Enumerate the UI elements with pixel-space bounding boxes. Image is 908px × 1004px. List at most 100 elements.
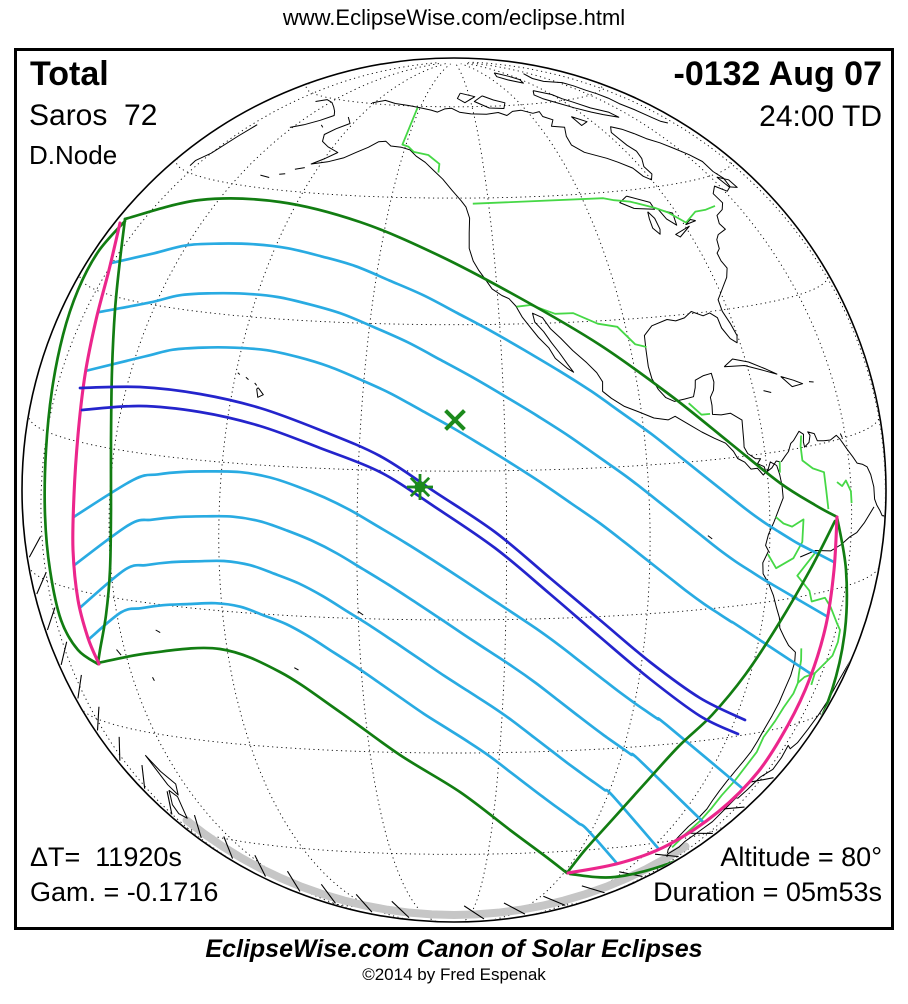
obscuration-contour-7 [87,601,619,865]
coastline-aleut2 [279,173,286,175]
coastline-trinidad [839,433,843,438]
border-line-2 [516,304,647,348]
graticule-meridian [467,62,853,905]
max-eclipse-at-sunrise-curve [71,221,122,666]
border-line-0 [472,197,716,224]
hatch-tick [391,900,410,919]
coastline-ontario [685,219,696,226]
rise-set-curve-west-outer [43,219,127,666]
map-frame [14,48,894,930]
duration-label: Duration = 05m53s [653,877,882,907]
header-url: www.EclipseWise.com/eclipse.html [282,5,626,30]
hatch-tick [77,674,82,699]
coastline-st_lawrence [320,124,324,128]
coastline-newfoundland [716,176,738,188]
rise-set-curve-east-outer [568,515,849,879]
hatch-tick [503,902,526,915]
coastline-aleut1 [260,174,270,178]
hatch-tick [320,883,336,904]
coastline-samoa [155,629,161,634]
coastline-maui [254,382,258,386]
globe-map [21,57,887,923]
obscuration-contour-4 [72,470,744,790]
coastline-nz_north [144,754,179,796]
coastline-tonga [152,676,155,681]
gamma-label: Gam. = -0.1716 [30,877,219,907]
coastline-greenland [523,73,669,124]
border-line-1 [401,107,441,173]
hatch-tick [581,885,605,894]
greatest-eclipse-marker [407,474,433,500]
coastline-oahu [245,376,249,380]
graticule-parallel [178,822,730,855]
hatch-tick [355,893,373,913]
coastline-kamchatka [189,124,258,166]
coastline-baffin [532,90,620,118]
delta-t-label: ΔT= 11920s [30,842,182,872]
penumbra-limit-south [96,646,569,875]
coastline-aleut3 [294,167,305,170]
hatch-tick [286,870,301,892]
footer-title: EclipseWise.com Canon of Solar Eclipses [205,935,703,963]
hatch-tick [750,777,774,783]
limb-hatching [28,536,774,920]
rise-set-curve-east-inner [565,519,837,875]
globe-contents [28,61,885,921]
graticule-meridian [218,63,446,921]
coastline-michigan [647,211,661,235]
altitude-label: Altitude = 80° [720,842,882,872]
coastline-kauai [237,372,241,375]
date-label: -0132 Aug 07 [673,55,883,93]
border-line-8 [671,648,803,849]
hatch-tick [118,736,121,761]
umbra-path-limit-south [80,404,740,736]
graticule [28,61,885,921]
hatch-tick [46,607,56,631]
footer-copyright: ©2014 by Fred Espenak [362,965,546,984]
coastline-jamaica [763,390,772,393]
coastline-marquesas [357,610,364,616]
graticule-meridian [469,61,885,681]
umbra-path-limit-north [78,385,747,722]
coastline-southampton [570,116,588,126]
eclipse-type-label: Total [30,55,109,93]
graticule-parallel [305,83,603,108]
coastline-hispaniola [780,376,804,388]
obscuration-contour-5 [73,514,705,824]
coastline-na_east [372,99,781,473]
hatch-tick [36,572,47,595]
hatch-tick [28,536,42,558]
coastline-cuba [723,358,778,375]
graticule-parallel [175,155,733,199]
coastlines [116,72,885,858]
coastline-tahiti [294,667,299,671]
obscuration-contour-3 [84,345,813,676]
hatch-tick [254,854,266,877]
hatch-tick [223,836,234,859]
subsolar-point-marker [444,409,466,431]
graticule-parallel [79,272,829,326]
hatch-tick [463,905,485,920]
graticule-meridian [40,62,440,894]
node-label: D.Node [29,140,118,170]
coastline-na_west [310,116,796,854]
rise-set-curve-west-inner [96,217,127,665]
coastline-fiji [116,649,122,656]
coastline-banks [456,92,476,104]
coastline-chukotka [289,99,336,128]
border-line-6 [767,516,805,570]
hatch-tick [166,791,173,815]
coastline-nz_south [168,789,188,819]
graticule-parallel [80,707,828,754]
graticule-parallel [28,566,880,621]
graticule-meridian [455,63,508,921]
border-line-5 [836,479,853,504]
obscuration-contour-2 [96,291,829,618]
time-label: 24:00 TD [759,100,882,133]
coastline-ellesmere [493,72,524,84]
hatch-tick [96,706,100,731]
obscuration-contour-1 [109,242,836,564]
coastline-galapagos [707,535,713,540]
max-eclipse-at-sunset-curve [566,515,839,875]
penumbra-limit-north [123,197,839,519]
